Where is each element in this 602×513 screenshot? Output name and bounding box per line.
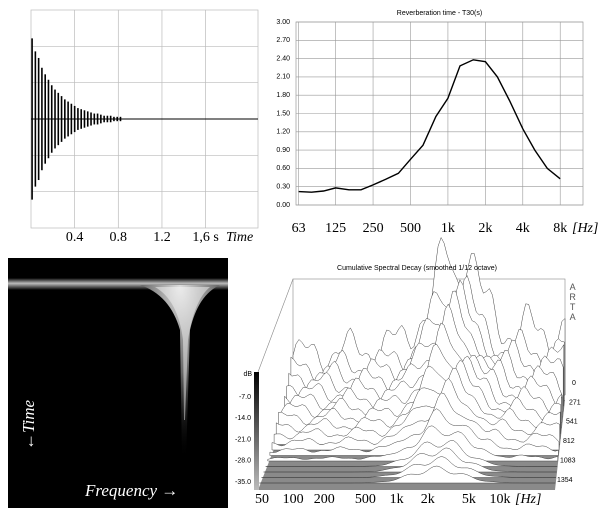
time-tick-label: 271 (569, 399, 581, 406)
y-tick-label: 1.50 (276, 110, 290, 117)
z-tick-label: -14.0 (235, 415, 251, 422)
waterfall-edge (257, 278, 294, 373)
x-tick-label: 125 (325, 221, 346, 236)
z-tick-label: -35.0 (235, 479, 251, 486)
y-tick-label: 2.70 (276, 37, 290, 44)
y-tick-label: 2.40 (276, 55, 290, 62)
x-tick-label: 1k (441, 221, 455, 236)
x-tick-label: 1k (390, 492, 404, 507)
x-tick-label: 5k (462, 492, 476, 507)
x-tick-label: 500 (355, 492, 376, 507)
waterfall-slice (267, 425, 559, 462)
spectrogram-ridge (140, 285, 220, 460)
waterfall-slice (275, 367, 561, 440)
spectrogram-ridge-core (155, 287, 210, 420)
y-tick-label: 0.60 (276, 165, 290, 172)
waterfall-slice (259, 465, 556, 484)
z-tick-label: -28.0 (235, 458, 251, 465)
x-axis-label: Frequency → (84, 481, 178, 500)
x-axis-label: Time (226, 230, 253, 245)
y-tick-label: 0.30 (276, 184, 290, 191)
time-tick-label: 812 (563, 438, 575, 445)
spectrogram-panel: Frequency → ←Time (8, 258, 228, 508)
x-axis-label: [Hz] (572, 221, 598, 236)
x-tick-label: 500 (400, 221, 421, 236)
y-tick-label: 3.00 (276, 19, 290, 26)
x-tick-label: 0.8 (110, 230, 128, 245)
y-tick-label: 0.00 (276, 202, 290, 209)
time-tick-label: 0 (572, 380, 576, 387)
x-tick-label: 63 (292, 221, 306, 236)
x-tick-label: 50 (255, 492, 269, 507)
reverb-curve (298, 59, 561, 193)
x-tick-label: 2k (421, 492, 435, 507)
z-tick-label: -21.0 (235, 436, 251, 443)
chart-title: Reverberation time - T30(s) (397, 10, 482, 17)
waterfall-slice (271, 392, 560, 451)
x-axis-label: [Hz] (515, 492, 541, 507)
y-tick-label: 2.10 (276, 74, 290, 81)
x-tick-label: 100 (283, 492, 304, 507)
x-tick-label: 250 (363, 221, 384, 236)
time-tick-label: 541 (566, 419, 578, 426)
time-tick-label: 1354 (557, 477, 573, 484)
y-axis-label: ←Time (19, 400, 38, 451)
impulse-panel: 0.4 0.8 1.2 1,6 s Time (30, 9, 259, 245)
waterfall-slice (269, 408, 559, 456)
waterfall-slices (259, 236, 566, 484)
x-tick-label: 2k (478, 221, 492, 236)
reverb-panel: Reverberation time - T30(s) 0.00 0.30 0.60 0… (276, 10, 598, 236)
x-tick-label: 1.2 (153, 230, 171, 245)
watermark: ARTA (568, 282, 578, 322)
x-tick-label: 1,6 s (192, 230, 218, 245)
z-axis-label: dB (243, 371, 252, 378)
chart-title: Cumulative Spectral Decay (smoothed 1/12… (337, 265, 497, 272)
y-tick-label: 0.90 (276, 147, 290, 154)
waterfall-slice (261, 456, 556, 478)
z-tick-label: -7.0 (239, 394, 251, 401)
x-tick-label: 8k (553, 221, 567, 236)
time-tick-label: 1083 (560, 457, 576, 464)
y-tick-label: 1.80 (276, 92, 290, 99)
x-tick-label: 0.4 (66, 230, 84, 245)
y-tick-label: 1.20 (276, 129, 290, 136)
x-tick-label: 200 (314, 492, 335, 507)
x-tick-label: 10k (490, 492, 511, 507)
x-tick-label: 4k (516, 221, 530, 236)
waterfall-panel: Cumulative Spectral Decay (smoothed 1/12… (235, 236, 581, 507)
waterfall-scale-bar (254, 372, 259, 490)
waterfall-slice (273, 377, 560, 445)
